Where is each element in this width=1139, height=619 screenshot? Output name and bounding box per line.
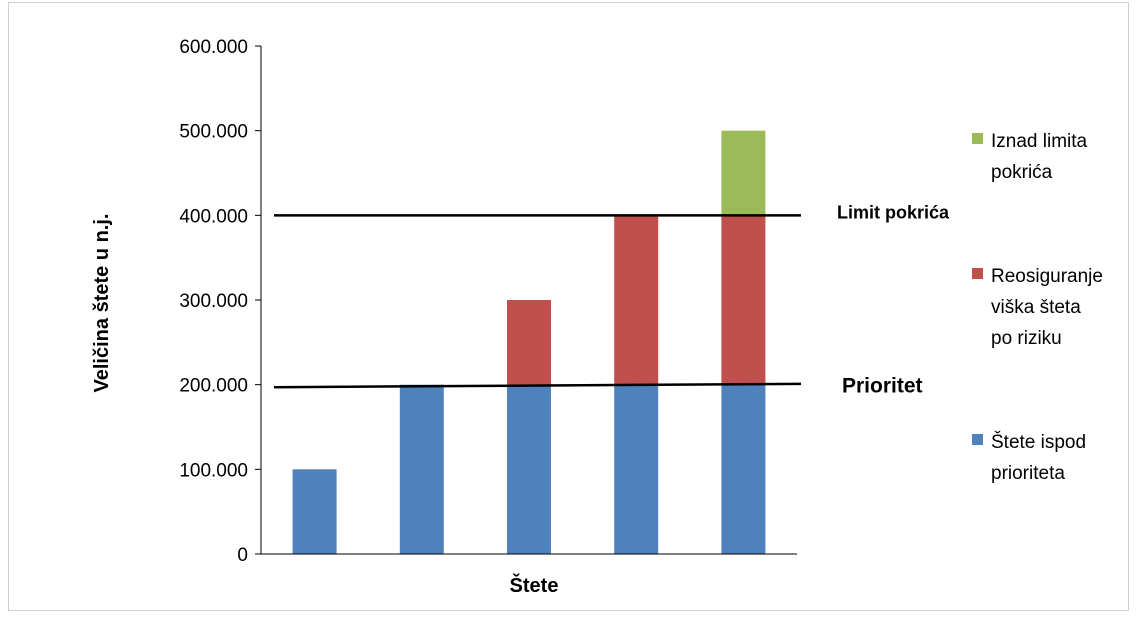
y-ticks-group: 0 100.000 200.000 300.000 400.000 500.000 600.…	[179, 37, 261, 566]
legend-label: pokrića	[991, 162, 1053, 183]
legend-label: Reosiguranje	[991, 266, 1103, 287]
bar-segment	[721, 215, 766, 385]
bars-group	[292, 130, 766, 554]
legend-label: Štete ispod	[991, 431, 1086, 453]
legend-swatch	[972, 268, 983, 279]
x-axis-title: Štete	[510, 573, 559, 597]
bar-segment	[721, 384, 766, 554]
bar-segment	[614, 215, 659, 385]
y-tick-label: 500.000	[179, 122, 248, 143]
y-tick-label: 0	[237, 545, 248, 566]
y-tick-label: 600.000	[179, 37, 248, 58]
legend-swatch	[972, 434, 983, 445]
y-axis-title: Veličina štete u n.j.	[91, 214, 113, 393]
legend-label: Iznad limita	[991, 131, 1088, 152]
legend-label: prioriteta	[991, 463, 1065, 484]
chart-frame: 0 100.000 200.000 300.000 400.000 500.000 600.…	[8, 2, 1129, 611]
y-tick-label: 400.000	[179, 206, 248, 227]
bar-segment	[614, 384, 659, 554]
reference-line-label: Prioritet	[842, 375, 923, 398]
bar-segment	[507, 384, 551, 554]
y-tick-label: 300.000	[179, 291, 248, 312]
bar-segment	[292, 469, 337, 554]
reference-line	[273, 382, 802, 389]
y-tick-label: 100.000	[179, 460, 248, 481]
bar-segment	[507, 300, 551, 385]
legend-label: viška šteta	[991, 297, 1081, 318]
bar-segment	[721, 130, 766, 216]
chart-svg: 0 100.000 200.000 300.000 400.000 500.000 600.…	[91, 37, 1103, 597]
y-tick-label: 200.000	[179, 376, 248, 397]
reference-line-label: Limit pokrića	[837, 202, 950, 222]
bar-segment	[399, 384, 444, 554]
legend-label: po riziku	[991, 328, 1062, 349]
legend: Iznad limita pokrića Reosiguranje viška šte…	[972, 131, 1103, 484]
legend-swatch	[972, 133, 983, 144]
reference-lines-group: Limit pokrića Prioritet	[273, 202, 950, 398]
